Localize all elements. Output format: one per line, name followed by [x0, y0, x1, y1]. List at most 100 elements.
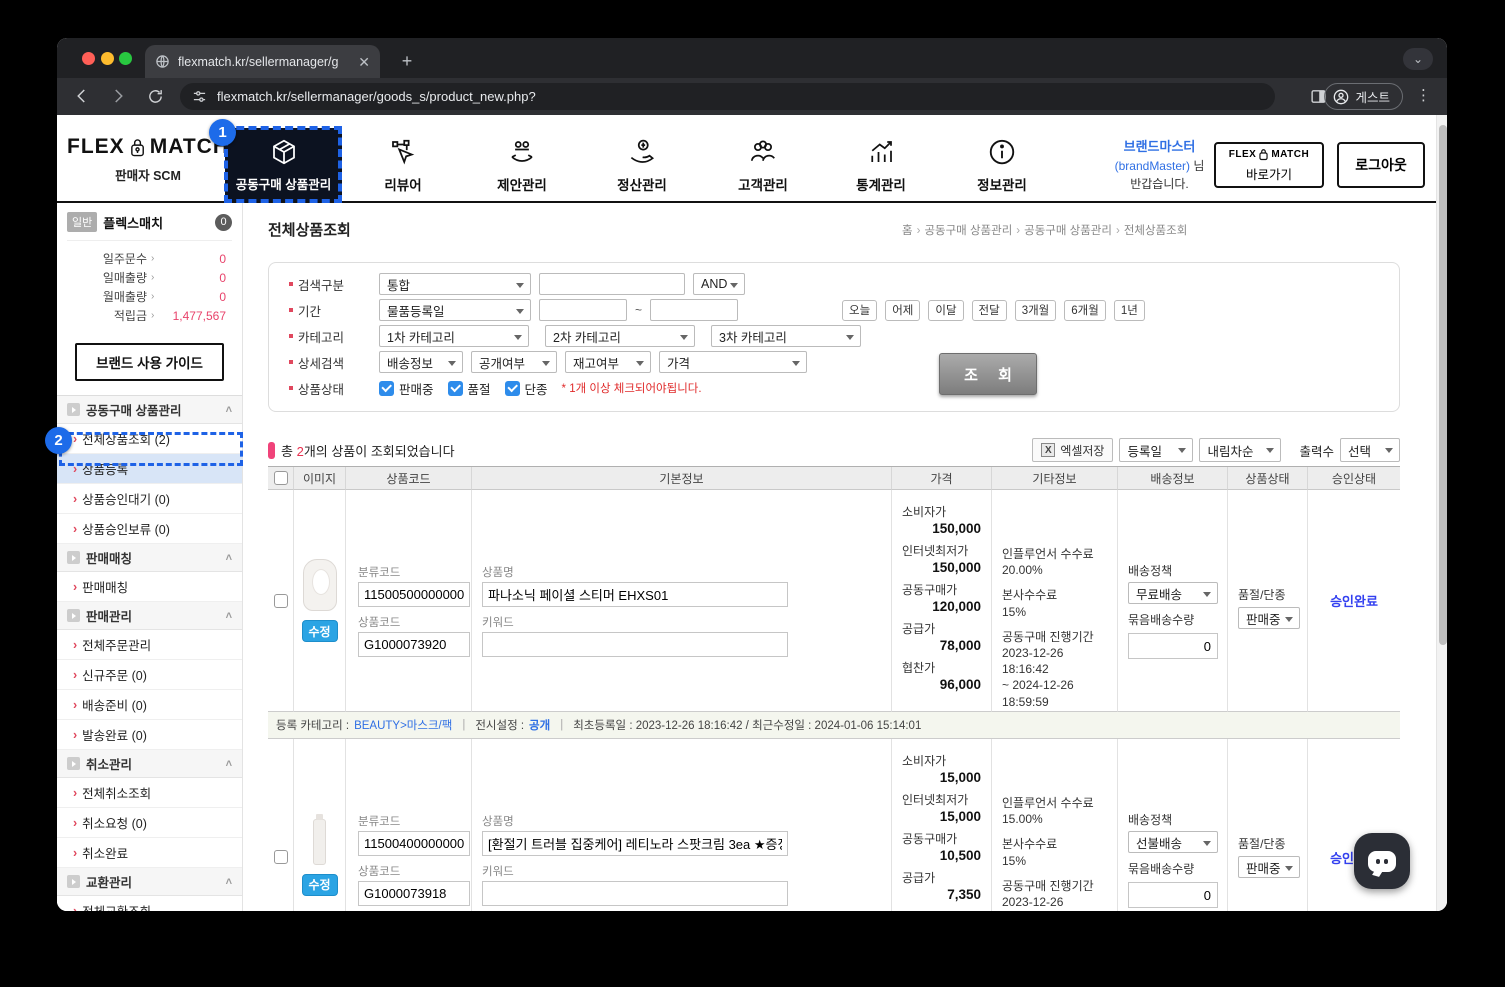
stat-monthly-sales[interactable]: 월매출량 › 0: [102, 289, 226, 305]
sort-field-select[interactable]: 등록일: [1119, 438, 1194, 462]
category-link[interactable]: BEAUTY>마스크/팩: [354, 720, 453, 732]
breadcrumb-home[interactable]: 홈: [902, 225, 913, 237]
nav-item-settlement[interactable]: 정산관리: [587, 128, 697, 202]
category1-select[interactable]: 1차 카테고리: [379, 325, 529, 347]
site-settings-icon[interactable]: [192, 89, 207, 104]
chat-launcher-button[interactable]: [1354, 833, 1410, 889]
maximize-window-button[interactable]: [119, 52, 132, 65]
nav-item-proposal[interactable]: 제안관리: [467, 128, 577, 202]
logout-button[interactable]: 로그아웃: [1337, 142, 1425, 188]
shipping-filter-select[interactable]: 배송정보: [379, 351, 463, 373]
date-to-input[interactable]: [650, 299, 739, 321]
and-or-select[interactable]: AND: [693, 273, 745, 295]
bundle-qty-input[interactable]: [1128, 882, 1218, 908]
class-code-input[interactable]: [358, 831, 470, 856]
stat-daily-sales[interactable]: 일매출량 › 0: [102, 270, 226, 286]
url-bar[interactable]: flexmatch.kr/sellermanager/goods_s/produ…: [180, 83, 1275, 110]
sidebar-item-all-exchanges[interactable]: 전체교환조회: [57, 896, 242, 911]
sidebar-item-sales-matching[interactable]: 판매매칭: [57, 572, 242, 602]
back-icon[interactable]: [71, 85, 93, 107]
nav-item-reviewer[interactable]: 리뷰어: [348, 128, 458, 202]
reload-icon[interactable]: [144, 85, 166, 107]
sidebar-item-cancel-request[interactable]: 취소요청 (0): [57, 808, 242, 838]
sidebar-item-new-orders[interactable]: 신규주문 (0): [57, 660, 242, 690]
status-discontinued-checkbox[interactable]: [504, 380, 520, 396]
nav-item-statistics[interactable]: 통계관리: [826, 128, 936, 202]
period-type-select[interactable]: 물품등록일: [379, 299, 531, 321]
brand-guide-button[interactable]: 브랜드 사용 가이드: [75, 343, 224, 381]
keyword-input[interactable]: [482, 881, 788, 906]
category2-select[interactable]: 2차 카테고리: [545, 325, 695, 347]
keyword-input[interactable]: [482, 632, 788, 657]
stock-filter-select[interactable]: 재고여부: [565, 351, 651, 373]
stat-points[interactable]: 적립금 › 1,477,567: [113, 308, 226, 324]
sidebar-item-all-orders[interactable]: 전체주문관리: [57, 630, 242, 660]
sidebar-section-product-mgmt[interactable]: 공동구매 상품관리: [57, 396, 242, 424]
approval-status-link[interactable]: 승인완료: [1330, 594, 1378, 609]
sale-state-select[interactable]: 판매중: [1238, 856, 1300, 878]
period-today-button[interactable]: 오늘: [842, 299, 878, 321]
category3-select[interactable]: 3차 카테고리: [711, 325, 861, 347]
product-name-input[interactable]: [482, 831, 788, 856]
sidebar-section-exchange-mgmt[interactable]: 교환관리: [57, 868, 242, 896]
date-from-input[interactable]: [539, 299, 627, 321]
sidebar-item-ship-ready[interactable]: 배송준비 (0): [57, 690, 242, 720]
select-all-checkbox[interactable]: [273, 471, 288, 485]
tab-close-icon[interactable]: ✕: [358, 53, 370, 70]
sidebar-section-cancel-mgmt[interactable]: 취소관리: [57, 750, 242, 778]
status-soldout-checkbox[interactable]: [447, 380, 463, 396]
row-checkbox[interactable]: [273, 593, 288, 608]
nav-item-group-purchase-products[interactable]: 공동구매 상품관리: [225, 128, 342, 202]
period-this-month-button[interactable]: 이달: [928, 299, 964, 321]
shipping-policy-select[interactable]: 선불배송: [1128, 831, 1218, 853]
period-3months-button[interactable]: 3개월: [1014, 299, 1057, 321]
sidebar-item-all-cancels[interactable]: 전체취소조회: [57, 778, 242, 808]
flexmatch-shortcut-button[interactable]: FLEX MATCH 바로가기: [1214, 142, 1324, 188]
sidebar-item-approval-wait[interactable]: 상품승인대기 (0): [57, 484, 242, 514]
sale-state-select[interactable]: 판매중: [1238, 607, 1300, 629]
output-count-select[interactable]: 선택: [1340, 438, 1400, 462]
browser-menu-icon[interactable]: ⋮: [1416, 87, 1431, 104]
period-6months-button[interactable]: 6개월: [1064, 299, 1106, 321]
goods-code-input[interactable]: [358, 881, 470, 906]
visibility-filter-select[interactable]: 공개여부: [471, 351, 557, 373]
period-1year-button[interactable]: 1년: [1113, 299, 1145, 321]
excel-save-button[interactable]: X 엑셀저장: [1032, 438, 1114, 462]
search-type-select[interactable]: 통합: [379, 273, 531, 295]
price-filter-select[interactable]: 가격: [659, 351, 807, 373]
new-tab-button[interactable]: +: [401, 50, 413, 71]
row-checkbox[interactable]: [273, 850, 288, 864]
sidebar-section-sales-matching[interactable]: 판매매칭: [57, 544, 242, 572]
bundle-qty-input[interactable]: [1128, 633, 1218, 659]
sort-order-select[interactable]: 내림차순: [1199, 438, 1282, 462]
goods-code-input[interactable]: [358, 632, 470, 657]
minimize-window-button[interactable]: [101, 52, 114, 65]
search-submit-button[interactable]: 조 회: [939, 353, 1037, 395]
nav-item-customer[interactable]: 고객관리: [708, 128, 818, 202]
search-keyword-input[interactable]: [539, 273, 685, 295]
period-last-month-button[interactable]: 전달: [971, 299, 1007, 321]
close-window-button[interactable]: [82, 52, 95, 65]
display-status[interactable]: 공개: [529, 720, 551, 732]
nav-item-information[interactable]: 정보관리: [947, 128, 1057, 202]
side-panel-icon[interactable]: [1307, 85, 1329, 107]
sidebar-item-ship-done[interactable]: 발송완료 (0): [57, 720, 242, 750]
edit-button[interactable]: 수정: [301, 873, 338, 896]
class-code-input[interactable]: [358, 582, 470, 607]
scrollbar-thumb[interactable]: [1438, 125, 1447, 645]
stat-daily-orders[interactable]: 일주문수 › 0: [102, 251, 226, 267]
tab-list-chevron-icon[interactable]: ⌄: [1403, 48, 1433, 70]
period-yesterday-button[interactable]: 어제: [885, 299, 921, 321]
product-name-input[interactable]: [482, 582, 788, 607]
forward-icon[interactable]: [107, 85, 129, 107]
sidebar-item-cancel-done[interactable]: 취소완료: [57, 838, 242, 868]
sidebar-item-approval-hold[interactable]: 상품승인보류 (0): [57, 514, 242, 544]
notification-count-badge[interactable]: 0: [215, 213, 232, 231]
sidebar-section-sales-mgmt[interactable]: 판매관리: [57, 602, 242, 630]
flexmatch-logo[interactable]: FLEX MATCH 판매자 SCM: [67, 135, 229, 184]
edit-button[interactable]: 수정: [301, 620, 338, 642]
profile-chip[interactable]: 게스트: [1324, 83, 1403, 110]
shipping-policy-select[interactable]: 무료배송: [1128, 582, 1218, 604]
browser-tab[interactable]: flexmatch.kr/sellermanager/g ✕: [145, 45, 380, 78]
status-onsale-checkbox[interactable]: [379, 380, 394, 396]
